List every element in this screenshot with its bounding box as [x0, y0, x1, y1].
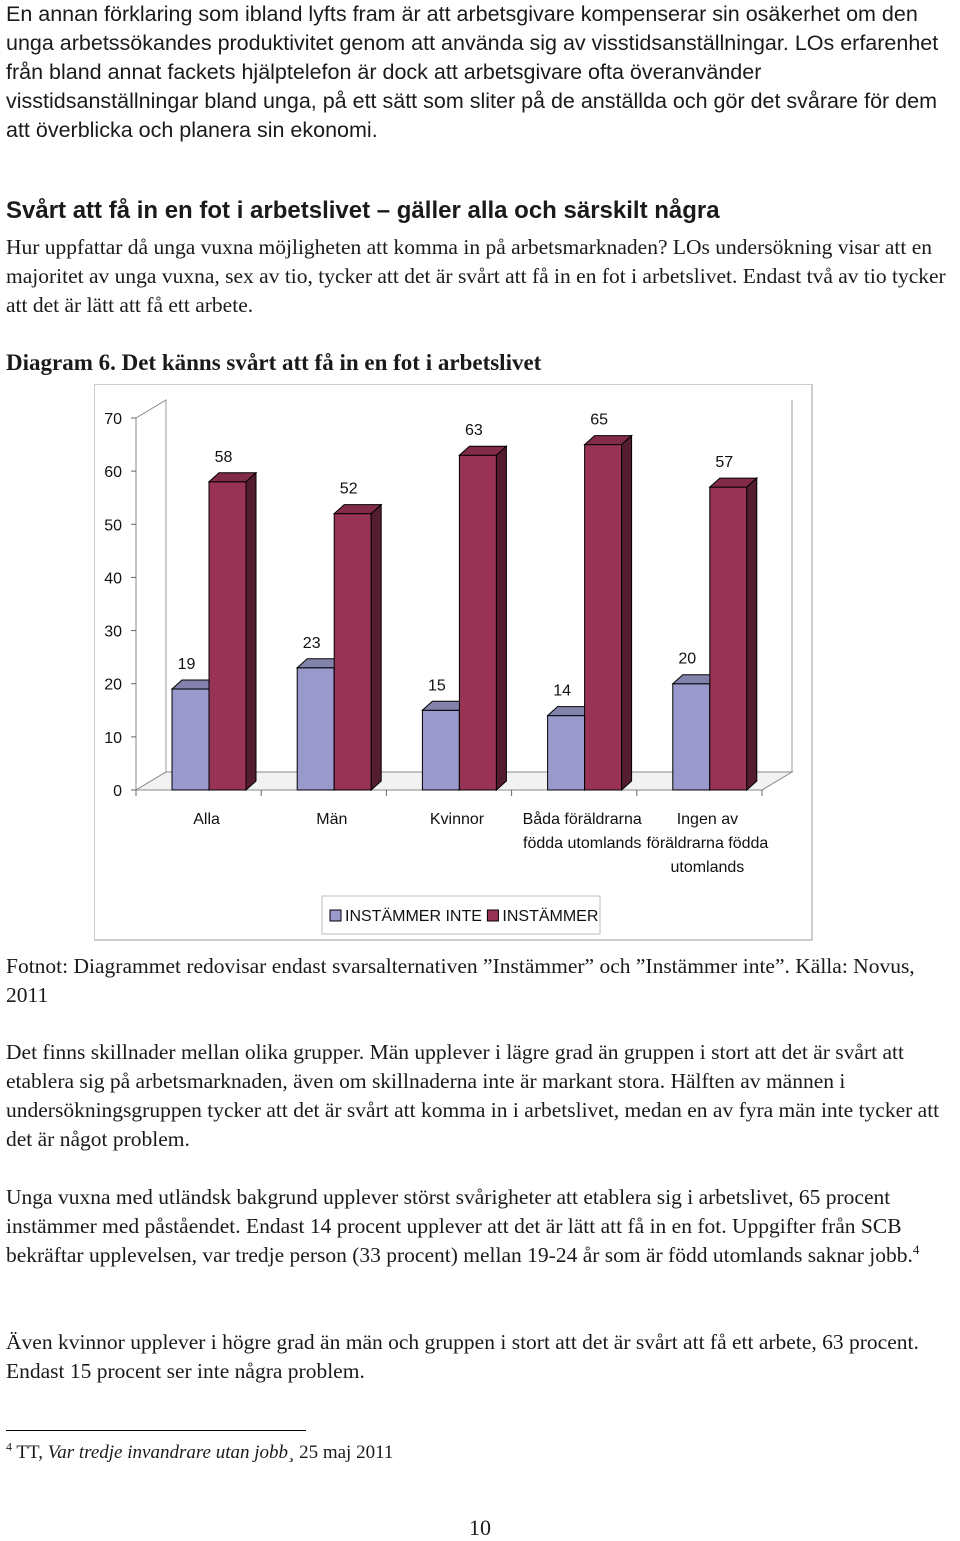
legend-swatch — [486, 909, 499, 922]
bar-front — [672, 683, 711, 791]
bar-front — [296, 667, 335, 791]
category-label: föräldrarna födda — [646, 835, 768, 852]
paragraph-women: Även kvinnor upplever i högre grad än mä… — [6, 1330, 919, 1383]
footnote-number: 4 — [6, 1439, 12, 1454]
legend-box — [321, 895, 601, 935]
category-label: Män — [316, 811, 347, 828]
section-heading: Svårt att få in en fot i arbetslivet – g… — [6, 197, 720, 224]
data-label: 20 — [678, 651, 696, 668]
bar-front — [584, 444, 623, 791]
data-label: 58 — [215, 449, 233, 466]
bar-front — [421, 709, 460, 791]
paragraph-foreign-background-text: Unga vuxna med utländsk bakgrund uppleve… — [6, 1185, 913, 1267]
data-label: 23 — [303, 635, 321, 652]
intro-paragraph: En annan förklaring som ibland lyfts fra… — [6, 2, 939, 142]
category-label: utomlands — [670, 859, 744, 876]
bar-side — [495, 445, 507, 792]
chart-bars — [170, 434, 759, 792]
category-label: Kvinnor — [430, 811, 485, 828]
chart-legend: INSTÄMMER INTE INSTÄMMER — [321, 895, 601, 935]
footnote-reference[interactable]: 4 — [912, 1241, 920, 1257]
y-tick-label: 30 — [104, 624, 122, 641]
y-tick-label: 60 — [104, 464, 122, 481]
chart-footnote: Fotnot: Diagrammet redovisar endast svar… — [6, 954, 915, 1007]
bar — [708, 476, 759, 792]
page-number: 10 — [469, 1515, 491, 1540]
bar-front — [547, 715, 586, 791]
chart-frame — [94, 384, 813, 941]
bar — [332, 503, 383, 792]
data-label: 57 — [715, 454, 733, 471]
bar — [458, 445, 508, 792]
footnote-title: Var tredje invandrare utan jobb¸ — [47, 1442, 295, 1463]
category-label: födda utomlands — [523, 835, 641, 852]
data-label: 14 — [553, 683, 571, 700]
footnote-suffix: 25 maj 2011 — [294, 1442, 394, 1463]
bar-side — [746, 476, 758, 792]
bar — [583, 434, 633, 792]
y-tick-label: 20 — [104, 677, 122, 694]
legend-label: INSTÄMMER — [502, 907, 598, 925]
y-tick-label: 0 — [113, 783, 122, 800]
footnote-prefix: TT, — [12, 1442, 48, 1463]
category-label: Alla — [193, 811, 220, 828]
footnote: 4 TT, Var tredje invandrare utan jobb¸ 2… — [6, 1440, 393, 1466]
bar-front — [709, 486, 748, 791]
bar-side — [370, 503, 382, 792]
legend-swatch — [329, 909, 342, 922]
data-label: 19 — [178, 656, 196, 673]
legend-label: INSTÄMMER INTE — [345, 907, 482, 925]
bar-chart: 0 10 20 30 40 50 60 70 19 58 Alla 23 52 Män 15 63 Kvinn… — [94, 384, 813, 941]
bar-side — [245, 471, 257, 792]
category-label: Båda föräldrarna — [523, 810, 642, 828]
footnote-divider — [6, 1430, 306, 1431]
data-label: 65 — [590, 412, 608, 429]
chart-side-wall — [135, 399, 167, 791]
bar-front — [458, 454, 497, 791]
chart-labels: 19 58 Alla 23 52 Män 15 63 Kvinnor 14 65 Båda föräl… — [178, 412, 769, 876]
data-label: 63 — [465, 422, 483, 439]
bar-front — [333, 513, 372, 791]
bar-front — [171, 688, 210, 791]
diagram-title: Diagram 6. Det känns svårt att få in en … — [6, 350, 542, 375]
bar-side — [621, 434, 633, 792]
y-tick-label: 10 — [104, 730, 122, 747]
y-tick-label: 40 — [104, 570, 122, 587]
category-label: Ingen av — [677, 811, 738, 828]
section-paragraph: Hur uppfattar då unga vuxna möjligheten … — [6, 235, 946, 317]
y-tick-label: 70 — [104, 411, 122, 428]
paragraph-foreign-background: Unga vuxna med utländsk bakgrund uppleve… — [6, 1183, 956, 1270]
bar — [207, 471, 258, 792]
bar-front — [208, 481, 247, 791]
chart-border — [94, 384, 813, 941]
data-label: 15 — [428, 677, 446, 694]
paragraph-men: Det finns skillnader mellan olika gruppe… — [6, 1040, 940, 1151]
data-label: 52 — [340, 481, 358, 498]
y-tick-label: 50 — [104, 517, 122, 534]
